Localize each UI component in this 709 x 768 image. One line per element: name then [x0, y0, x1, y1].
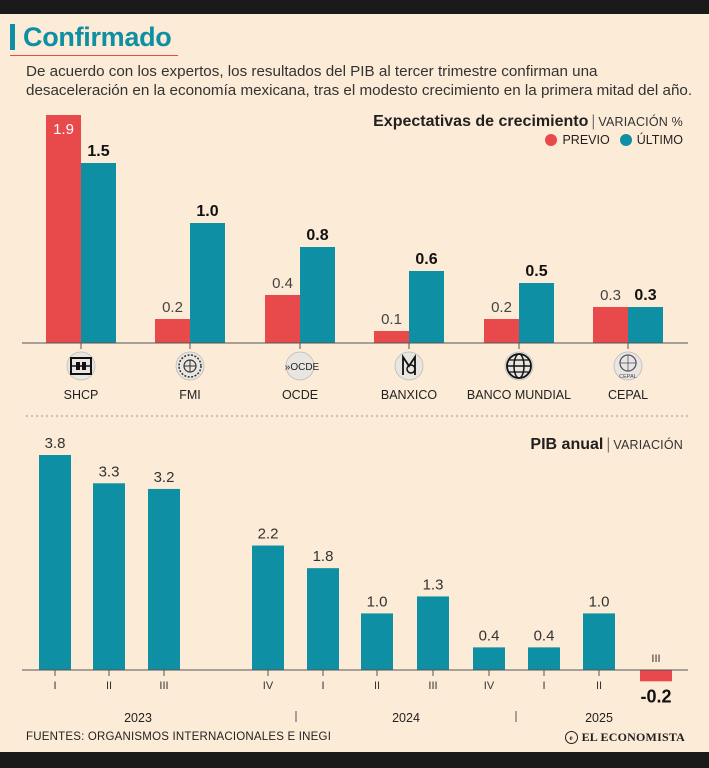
- pib-bar-10: [640, 670, 672, 682]
- cepal-logo-icon: CEPAL: [613, 351, 643, 381]
- pib-bar-7: [473, 647, 505, 670]
- legend-label-ultimo: ÚLTIMO: [636, 133, 683, 147]
- expect-bar-previo-3: [374, 331, 409, 343]
- brand-name: EL ECONOMISTA: [581, 730, 685, 744]
- shcp-logo-icon: [66, 351, 96, 381]
- pib-quarter-5: II: [374, 680, 380, 692]
- pib-label-9: 1.0: [589, 593, 610, 610]
- pib-label-1: 3.3: [99, 463, 120, 480]
- expect-bar-previo-2: [265, 295, 300, 343]
- expect-label-previo-5: 0.3: [600, 287, 621, 304]
- expect-bar-último-2: [300, 247, 335, 343]
- brand-logo: e EL ECONOMISTA: [564, 730, 685, 745]
- pib-quarter-6: III: [428, 680, 437, 692]
- pib-label-4: 1.8: [313, 548, 334, 565]
- pib-bar-5: [361, 613, 393, 670]
- expect-category-3: BANXICO: [381, 388, 438, 402]
- pib-quarter-2: III: [159, 680, 168, 692]
- expect-label-previo-1: 0.2: [162, 299, 183, 316]
- expect-category-1: FMI: [179, 388, 201, 402]
- page-title: Confirmado: [23, 21, 172, 52]
- legend-dot-previo: [545, 134, 558, 146]
- pib-bar-8: [528, 647, 560, 670]
- pib-quarter-8: I: [542, 680, 545, 692]
- expect-bar-último-0: [81, 163, 116, 343]
- expect-label-previo-3: 0.1: [381, 311, 402, 328]
- ocde-logo-icon: »OCDE: [285, 351, 320, 381]
- expect-label-último-2: 0.8: [306, 227, 328, 244]
- pib-label-3: 2.2: [258, 526, 279, 543]
- expect-category-0: SHCP: [64, 388, 99, 402]
- pib-bar-2: [148, 488, 180, 670]
- pib-label-6: 1.3: [423, 576, 444, 593]
- fmi-logo-icon: [175, 351, 205, 381]
- pib-quarter-0: I: [53, 680, 56, 692]
- expectations-legend: PREVIO ÚLTIMO: [545, 133, 683, 147]
- expect-label-previo-4: 0.2: [491, 299, 512, 316]
- expect-bar-previo-4: [484, 319, 519, 343]
- expect-label-último-0: 1.5: [87, 143, 109, 160]
- banxico-logo-icon: [394, 351, 424, 381]
- pib-label-5: 1.0: [367, 593, 388, 610]
- expectations-unit: VARIACIÓN %: [598, 115, 683, 129]
- pib-label-0: 3.8: [45, 435, 66, 452]
- bottom-bar: [0, 752, 709, 768]
- pib-unit: VARIACIÓN: [613, 438, 683, 452]
- expect-bar-previo-1: [155, 319, 190, 343]
- top-bar: [0, 0, 709, 14]
- expect-bar-previo-5: [593, 307, 628, 343]
- expect-bar-último-5: [628, 307, 663, 343]
- pib-year-2025: 2025: [585, 711, 613, 725]
- expect-bar-último-3: [409, 271, 444, 343]
- expect-category-4: BANCO MUNDIAL: [467, 388, 571, 402]
- expect-bar-previo-0: [46, 115, 81, 343]
- pib-title-text: PIB anual: [530, 436, 604, 453]
- pib-year-2023: 2023: [124, 711, 152, 725]
- expect-category-5: CEPAL: [608, 388, 648, 402]
- pib-quarter-1: II: [106, 680, 112, 692]
- pib-bar-1: [93, 483, 125, 670]
- expect-label-previo-0: 1.9: [53, 121, 74, 138]
- pib-quarter-4: I: [321, 680, 324, 692]
- title-underline: [10, 55, 178, 56]
- pib-bar-0: [39, 455, 71, 670]
- pib-label-10: -0.2: [640, 686, 671, 706]
- title-block: Confirmado: [10, 20, 172, 54]
- pib-label-7: 0.4: [479, 627, 500, 644]
- pib-quarter-10: III: [651, 653, 660, 665]
- pib-quarter-3: IV: [263, 680, 274, 692]
- expectations-title-text: Expectativas de crecimiento: [373, 113, 589, 130]
- pib-year-2024: 2024: [392, 711, 420, 725]
- pib-label-2: 3.2: [154, 469, 175, 486]
- pib-chart-title: PIB anual | VARIACIÓN: [530, 436, 683, 453]
- pib-quarter-9: II: [596, 680, 602, 692]
- brand-glyph-icon: e: [564, 731, 578, 744]
- page-subtitle: De acuerdo con los expertos, los resulta…: [26, 63, 693, 99]
- legend-dot-ultimo: [619, 134, 632, 146]
- pib-label-8: 0.4: [534, 627, 555, 644]
- legend-label-previo: PREVIO: [562, 133, 610, 147]
- svg-text:»OCDE: »OCDE: [285, 362, 320, 373]
- world-bank-globe-icon: [504, 351, 534, 381]
- pib-bar-9: [583, 613, 615, 670]
- pib-bar-3: [252, 545, 284, 670]
- expect-label-último-4: 0.5: [525, 263, 547, 280]
- title-accent-bar: [10, 24, 15, 50]
- svg-text:CEPAL: CEPAL: [619, 374, 637, 380]
- pib-bar-4: [307, 568, 339, 670]
- expect-label-último-5: 0.3: [634, 287, 656, 304]
- expectations-chart-title: Expectativas de crecimiento | VARIACIÓN %: [373, 113, 683, 130]
- expect-bar-último-1: [190, 223, 225, 343]
- pib-bar-6: [417, 596, 449, 670]
- expect-label-previo-2: 0.4: [272, 275, 293, 292]
- pib-quarter-7: IV: [484, 680, 495, 692]
- expect-category-2: OCDE: [282, 388, 318, 402]
- sources-footer: FUENTES: ORGANISMOS INTERNACIONALES E IN…: [26, 731, 332, 743]
- expect-label-último-3: 0.6: [415, 251, 437, 268]
- expect-label-último-1: 1.0: [196, 203, 218, 220]
- expect-bar-último-4: [519, 283, 554, 343]
